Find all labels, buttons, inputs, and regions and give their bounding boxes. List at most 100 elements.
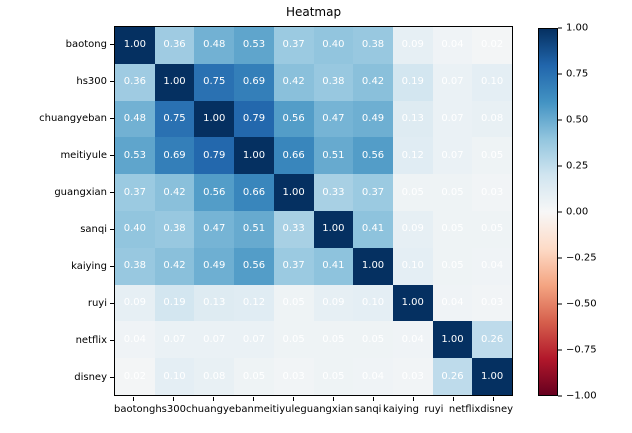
heatmap-cell: 0.10 xyxy=(353,284,393,322)
x-tick-label: hs300 xyxy=(155,404,186,415)
colorbar-tick-mark xyxy=(558,165,562,167)
x-axis-ticks xyxy=(114,397,513,401)
heatmap-cell: 0.04 xyxy=(353,358,393,395)
y-tick-mark xyxy=(110,322,114,359)
heatmap-cell: 0.48 xyxy=(115,100,155,138)
heatmap-cell: 0.42 xyxy=(273,63,314,101)
heatmap-cell: 1.00 xyxy=(353,247,393,285)
colorbar-tick-mark xyxy=(558,303,562,305)
heatmap-cell: 0.53 xyxy=(115,137,155,175)
heatmap-cell: 0.37 xyxy=(115,174,155,211)
heatmap-cell: 0.10 xyxy=(154,358,195,395)
x-tick-label: baotong xyxy=(114,404,156,415)
heatmap-cell: 0.47 xyxy=(313,100,354,138)
colorbar-tick-label: 0.00 xyxy=(566,206,589,218)
heatmap-cell: 0.40 xyxy=(313,27,354,64)
y-tick-mark xyxy=(110,285,114,322)
heatmap-cell: 0.49 xyxy=(353,100,393,138)
colorbar-tick-mark xyxy=(558,27,562,29)
heatmap-cell: 0.37 xyxy=(273,27,314,64)
heatmap-cell: 1.00 xyxy=(313,210,354,248)
colorbar-tick-label: 0.25 xyxy=(566,160,589,172)
heatmap-cell: 0.37 xyxy=(353,174,393,211)
heatmap-cell: 0.41 xyxy=(353,210,393,248)
heatmap-cell: 0.04 xyxy=(432,284,473,322)
y-tick-label: hs300 xyxy=(76,76,107,87)
heatmap-cell: 0.51 xyxy=(313,137,354,175)
heatmap-cell: 0.03 xyxy=(273,358,314,395)
heatmap-cell: 0.56 xyxy=(234,247,274,285)
colorbar-tick-label: −1.00 xyxy=(566,390,597,402)
y-tick-label: netflix xyxy=(75,335,107,346)
heatmap-cell: 0.75 xyxy=(154,100,195,138)
heatmap-cell: 0.05 xyxy=(392,174,433,211)
heatmap-cell: 0.79 xyxy=(234,100,274,138)
colorbar-tick-label: −0.75 xyxy=(566,344,597,356)
heatmap-cell: 0.26 xyxy=(472,321,512,359)
heatmap-cell: 0.37 xyxy=(273,247,314,285)
colorbar-tick-mark xyxy=(558,119,562,121)
heatmap-cell: 0.51 xyxy=(234,210,274,248)
heatmap-cell: 0.42 xyxy=(154,174,195,211)
heatmap-cell: 0.03 xyxy=(472,284,512,322)
heatmap-cell: 0.69 xyxy=(234,63,274,101)
heatmap-cell: 0.33 xyxy=(273,210,314,248)
heatmap-cell: 0.38 xyxy=(154,210,195,248)
colorbar-tick-label: −0.25 xyxy=(566,252,597,264)
heatmap-cell: 0.47 xyxy=(194,210,235,248)
heatmap-cell: 0.05 xyxy=(313,321,354,359)
y-tick-label: baotong xyxy=(65,39,107,50)
heatmap-cell: 0.26 xyxy=(432,358,473,395)
heatmap-cell: 0.02 xyxy=(472,27,512,64)
heatmap-cell: 0.09 xyxy=(115,284,155,322)
x-tick-label: guangxian xyxy=(300,404,354,415)
x-tick-mark xyxy=(393,397,433,401)
heatmap-cell: 0.42 xyxy=(353,63,393,101)
heatmap-cell: 0.10 xyxy=(392,247,433,285)
heatmap-cell: 0.05 xyxy=(432,174,473,211)
heatmap-cell: 0.36 xyxy=(115,63,155,101)
x-tick-mark xyxy=(114,397,154,401)
heatmap-cell: 0.13 xyxy=(392,100,433,138)
y-tick-label: chuangyeban xyxy=(39,113,107,124)
heatmap-cell: 0.03 xyxy=(472,174,512,211)
heatmap-cell: 0.40 xyxy=(115,210,155,248)
y-tick-label: disney xyxy=(74,372,107,383)
y-tick-mark xyxy=(110,137,114,174)
y-tick-mark xyxy=(110,63,114,100)
heatmap-cell: 0.09 xyxy=(392,210,433,248)
y-tick-mark xyxy=(110,359,114,396)
heatmap-cell: 0.07 xyxy=(432,100,473,138)
heatmap-cell: 0.49 xyxy=(194,247,235,285)
x-tick-label: meitiyule xyxy=(253,404,301,415)
heatmap-cell: 0.38 xyxy=(115,247,155,285)
heatmap-cell: 0.10 xyxy=(472,63,512,101)
heatmap-cell: 0.02 xyxy=(115,358,155,395)
colorbar-tick-label: 0.50 xyxy=(566,114,589,126)
heatmap-cell: 0.56 xyxy=(273,100,314,138)
x-tick-mark xyxy=(234,397,274,401)
heatmap-cell: 0.56 xyxy=(353,137,393,175)
colorbar-tick-mark xyxy=(558,257,562,259)
x-tick-mark xyxy=(353,397,393,401)
colorbar-tick-label: −0.50 xyxy=(566,298,597,310)
x-tick-mark xyxy=(433,397,473,401)
heatmap-cell: 0.05 xyxy=(432,210,473,248)
heatmap-cell: 0.13 xyxy=(194,284,235,322)
heatmap-cell: 1.00 xyxy=(194,100,235,138)
x-axis-labels: baotong hs300 chuangyeban meitiyule guangxia… xyxy=(114,404,513,418)
heatmap-cell: 0.04 xyxy=(115,321,155,359)
heatmap-cell: 0.05 xyxy=(472,137,512,175)
heatmap-cell: 0.07 xyxy=(432,137,473,175)
y-tick-mark xyxy=(110,100,114,137)
heatmap-cell: 0.04 xyxy=(392,321,433,359)
heatmap-cell: 1.00 xyxy=(432,321,473,359)
x-tick-mark xyxy=(154,397,194,401)
heatmap-cell: 0.75 xyxy=(194,63,235,101)
y-tick-mark xyxy=(110,248,114,285)
colorbar-tick-mark xyxy=(558,395,562,397)
heatmap-cell: 0.04 xyxy=(472,247,512,285)
heatmap-cell: 0.05 xyxy=(313,358,354,395)
y-tick-label: guangxian xyxy=(54,187,107,198)
